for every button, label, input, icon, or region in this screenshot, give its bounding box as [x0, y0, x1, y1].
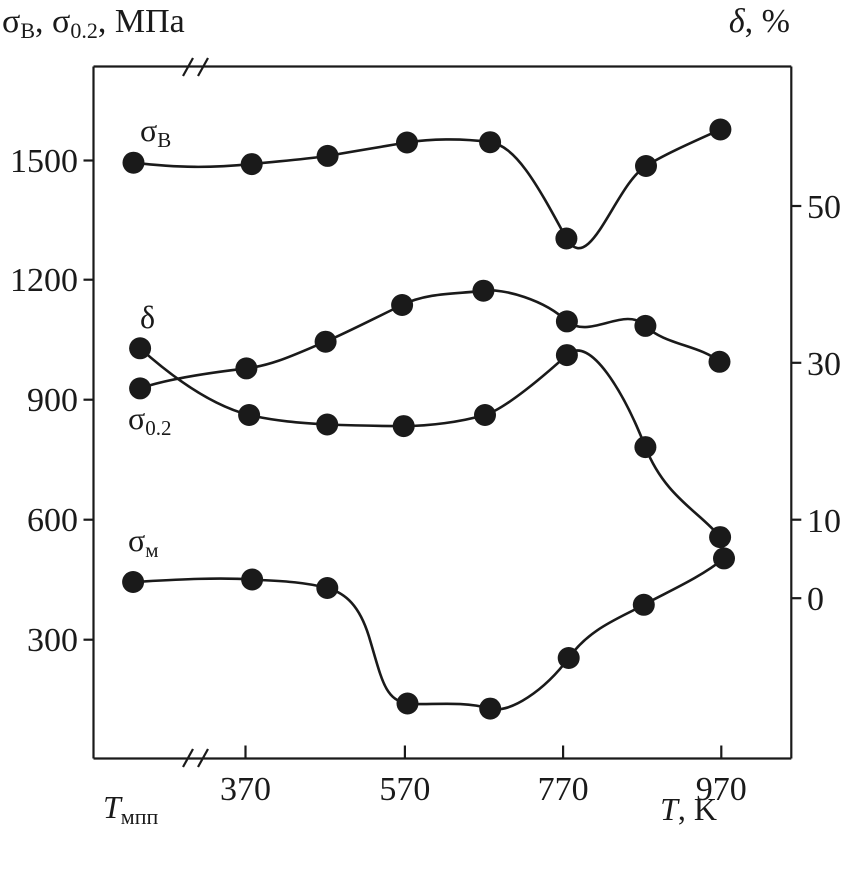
- svg-text:δ, %: δ, %: [729, 3, 790, 40]
- svg-text:30: 30: [807, 346, 841, 383]
- svg-text:900: 900: [27, 382, 78, 419]
- svg-text:300: 300: [27, 622, 78, 659]
- svg-text:1500: 1500: [10, 143, 78, 180]
- svg-text:0: 0: [807, 581, 824, 618]
- svg-text:1200: 1200: [10, 262, 78, 299]
- svg-text:570: 570: [379, 771, 430, 808]
- svg-text:50: 50: [807, 189, 841, 226]
- svg-text:δ: δ: [140, 299, 155, 335]
- svg-text:770: 770: [538, 771, 589, 808]
- svg-text:T, K: T, K: [660, 791, 717, 827]
- svg-text:10: 10: [807, 503, 841, 540]
- svg-text:370: 370: [220, 771, 271, 808]
- svg-text:600: 600: [27, 502, 78, 539]
